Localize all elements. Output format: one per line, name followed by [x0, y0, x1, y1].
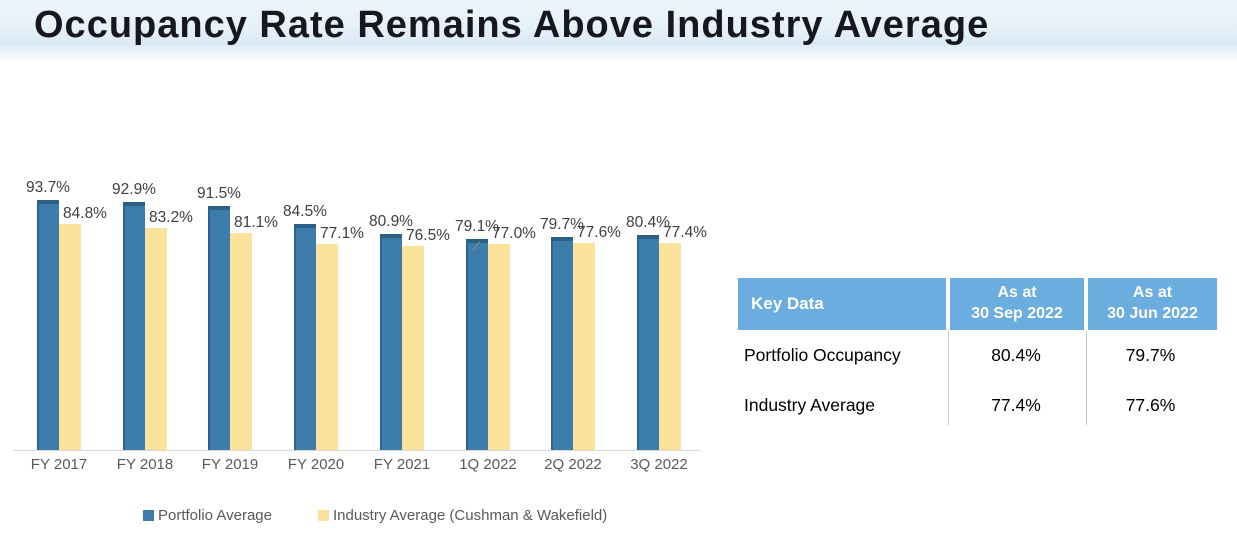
- x-axis-label: FY 2019: [201, 456, 259, 473]
- bar-portfolio-average: [123, 202, 145, 450]
- bar-industry-average: [230, 233, 252, 450]
- legend-item: Industry Average (Cushman & Wakefield): [317, 507, 608, 524]
- portfolio-value-label: 80.4%: [626, 214, 670, 231]
- portfolio-value-label: 93.7%: [26, 179, 70, 196]
- industry-value-label: 77.0%: [474, 225, 554, 243]
- industry-value-label: 77.6%: [577, 224, 621, 241]
- legend-label: Industry Average (Cushman & Wakefield): [332, 507, 608, 524]
- portfolio-value-label: 79.7%: [540, 216, 584, 233]
- x-axis-label: FY 2017: [30, 456, 88, 473]
- row-value-sep: 77.4%: [991, 394, 1041, 415]
- industry-value-label: 83.2%: [149, 209, 193, 226]
- bar-portfolio-average: [466, 239, 488, 450]
- x-axis-label: 2Q 2022: [544, 456, 602, 473]
- portfolio-value-label: 80.9%: [369, 213, 413, 230]
- legend-swatch: [317, 510, 329, 521]
- legend-label: Portfolio Average: [158, 507, 272, 524]
- industry-value-label: 81.1%: [234, 214, 278, 231]
- industry-value-label: 77.4%: [663, 224, 707, 241]
- bar-portfolio-average: [637, 235, 659, 450]
- row-value-jun: 79.7%: [1125, 344, 1176, 365]
- row-label: Portfolio Occupancy: [744, 344, 901, 365]
- x-axis-label: FY 2018: [116, 456, 174, 473]
- bar-portfolio-average: [551, 237, 573, 450]
- header-cell-key-data: Key Data: [738, 278, 946, 330]
- bar-portfolio-average: [294, 224, 316, 450]
- x-axis-label: 3Q 2022: [630, 456, 688, 473]
- bar-portfolio-average: [208, 206, 230, 450]
- x-axis-label: 1Q 2022: [459, 456, 517, 473]
- bar-portfolio-average: [380, 234, 402, 450]
- bar-industry-average: [59, 224, 81, 450]
- bar-industry-average: [402, 246, 424, 450]
- row-value-sep: 80.4%: [991, 344, 1041, 365]
- x-axis-label: FY 2020: [287, 456, 345, 473]
- portfolio-value-label: 84.5%: [283, 203, 327, 220]
- row-label: Industry Average: [744, 394, 876, 415]
- key-data-table-header: Key Data As at 30 Sep 2022 As at 30 Jun …: [738, 278, 1217, 330]
- chart-legend: Portfolio Average Industry Average (Cushm…: [143, 507, 607, 524]
- bar-industry-average: [488, 244, 510, 450]
- header-cell-as-at-30-sep-2022: As at 30 Sep 2022: [950, 278, 1084, 330]
- title-band: [0, 0, 1237, 62]
- x-axis-label: FY 2021: [373, 456, 431, 473]
- bar-industry-average: [573, 243, 595, 450]
- legend-item: Portfolio Average: [143, 507, 272, 524]
- header-cell-as-at-30-jun-2022: As at 30 Jun 2022: [1088, 278, 1217, 330]
- x-axis-line: [13, 450, 701, 451]
- bar-industry-average: [145, 228, 167, 450]
- table-column-divider: [1086, 331, 1087, 425]
- row-value-jun: 77.6%: [1125, 394, 1176, 415]
- portfolio-value-label: 91.5%: [197, 185, 241, 202]
- key-data-table: Key Data As at 30 Sep 2022 As at 30 Jun …: [738, 278, 1217, 430]
- bar-industry-average: [659, 243, 681, 450]
- industry-value-label: 77.1%: [320, 225, 364, 242]
- bar-portfolio-average: [37, 200, 59, 450]
- bar-industry-average: [316, 244, 338, 450]
- table-column-divider: [948, 331, 949, 425]
- portfolio-value-label: 92.9%: [112, 181, 156, 198]
- table-row: Industry Average 77.4% 77.6%: [738, 380, 1217, 430]
- table-row: Portfolio Occupancy 80.4% 79.7%: [738, 330, 1217, 380]
- page-title: Occupancy Rate Remains Above Industry Av…: [34, 4, 990, 46]
- occupancy-bar-chart: 93.7% 84.8% 92.9% 83.2% 91.5% 81.1% 84.5% 77.1%…: [0, 0, 720, 557]
- industry-value-label: 76.5%: [406, 227, 450, 244]
- industry-value-label: 84.8%: [63, 205, 107, 222]
- key-data-table-body: Portfolio Occupancy 80.4% 79.7% Industry…: [738, 330, 1217, 430]
- legend-swatch: [143, 510, 154, 521]
